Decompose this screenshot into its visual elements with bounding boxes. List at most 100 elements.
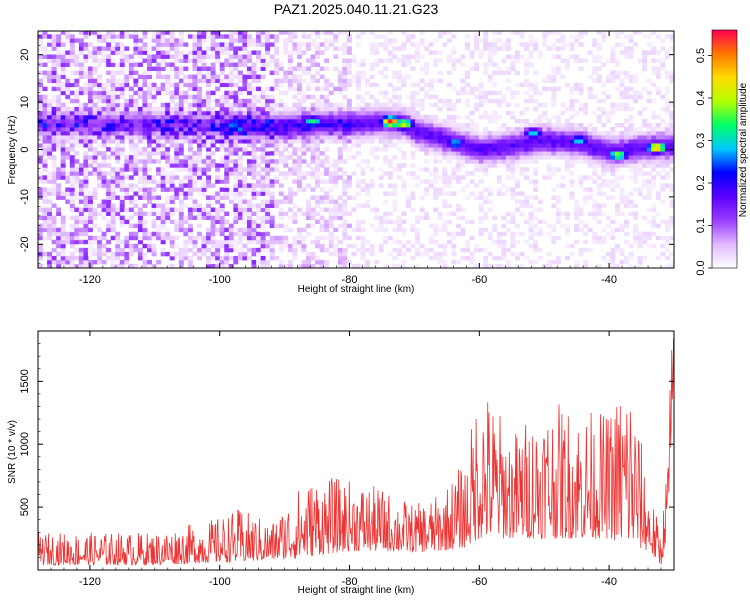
heat-cell (42, 211, 48, 217)
heat-cell (410, 54, 416, 59)
heat-cell (524, 199, 530, 204)
heat-cell (387, 163, 393, 168)
heat-cell (605, 215, 611, 221)
heat-cell (156, 86, 162, 92)
heat-cell (219, 187, 225, 192)
heat-cell (142, 211, 148, 217)
heat-cell (210, 223, 216, 229)
heat-cell (533, 147, 539, 152)
heat-cell (655, 255, 661, 261)
heat-cell (319, 187, 325, 192)
heat-cell (342, 223, 348, 229)
heat-cell (210, 195, 216, 200)
heat-cell (465, 247, 470, 253)
heat-cell (38, 135, 43, 140)
heat-cell (383, 46, 389, 51)
heat-cell (306, 126, 311, 132)
heat-cell (519, 122, 525, 128)
heat-cell (260, 159, 266, 164)
heat-cell (87, 259, 93, 265)
heat-cell (655, 151, 661, 156)
heat-cell (424, 66, 430, 71)
heat-cell (505, 167, 511, 172)
heat-cell (510, 171, 516, 176)
heat-cell (496, 255, 502, 261)
heat-cell (296, 46, 302, 51)
heat-cell (83, 31, 89, 35)
heat-cell (251, 66, 257, 71)
heat-cell (306, 207, 311, 212)
heat-cell (128, 54, 134, 59)
heat-cell (160, 118, 166, 124)
heat-cell (237, 239, 243, 245)
heat-cell (515, 58, 520, 63)
heat-cell (251, 86, 257, 92)
heat-cell (115, 143, 121, 148)
heat-cell (378, 34, 384, 39)
heat-cell (383, 135, 389, 140)
heat-cell (315, 155, 321, 160)
heat-cell (596, 106, 602, 112)
heat-cell (83, 42, 89, 47)
heat-cell (492, 215, 498, 221)
heat-cell (237, 139, 243, 144)
heat-cell (278, 106, 284, 112)
heat-cell (328, 131, 334, 136)
heat-cell (174, 102, 180, 108)
heat-cell (415, 175, 420, 180)
heat-cell (128, 74, 134, 80)
heat-cell (160, 82, 166, 88)
heat-cell (74, 70, 80, 76)
heat-cell (110, 183, 116, 188)
heat-cell (128, 195, 134, 200)
heat-cell (319, 102, 325, 108)
heat-cell (546, 74, 552, 80)
heat-cell (160, 131, 166, 136)
heat-cell (47, 114, 53, 120)
heat-cell (465, 239, 470, 245)
heat-cell (233, 191, 239, 196)
heat-cell (201, 74, 207, 80)
heat-cell (360, 167, 366, 172)
heat-cell (269, 54, 275, 59)
heat-cell (115, 42, 121, 47)
heat-cell (469, 139, 475, 144)
heat-cell (424, 131, 430, 136)
heat-cell (296, 239, 302, 245)
heat-cell (487, 58, 493, 63)
heat-cell (38, 106, 43, 112)
heat-cell (106, 102, 112, 108)
heat-cell (387, 114, 393, 120)
heat-cell (564, 82, 570, 88)
heat-cell (637, 139, 643, 144)
heat-cell (387, 143, 393, 148)
heat-cell (315, 195, 321, 200)
heat-cell (156, 259, 162, 265)
heat-cell (119, 50, 125, 55)
heat-cell (256, 58, 261, 63)
heat-cell (614, 151, 620, 156)
heat-cell (224, 147, 230, 152)
heat-cell (106, 247, 112, 253)
heat-cell (560, 46, 566, 51)
heat-cell (369, 251, 375, 257)
heat-cell (405, 126, 411, 132)
heat-cell (655, 74, 661, 80)
heat-cell (446, 58, 452, 63)
heat-cell (515, 82, 520, 88)
heat-cell (65, 235, 71, 241)
heat-cell (487, 143, 493, 148)
heat-cell (228, 235, 234, 241)
heat-cell (278, 159, 284, 164)
heat-cell (578, 175, 584, 180)
heat-cell (106, 227, 112, 233)
heat-cell (128, 70, 134, 76)
heat-cell (387, 31, 393, 35)
heat-cell (83, 118, 89, 124)
heat-cell (360, 255, 366, 261)
heat-cell (610, 143, 616, 148)
heat-cell (119, 147, 125, 152)
heat-cell (460, 255, 466, 261)
heat-cell (206, 147, 212, 152)
heat-cell (401, 42, 407, 47)
